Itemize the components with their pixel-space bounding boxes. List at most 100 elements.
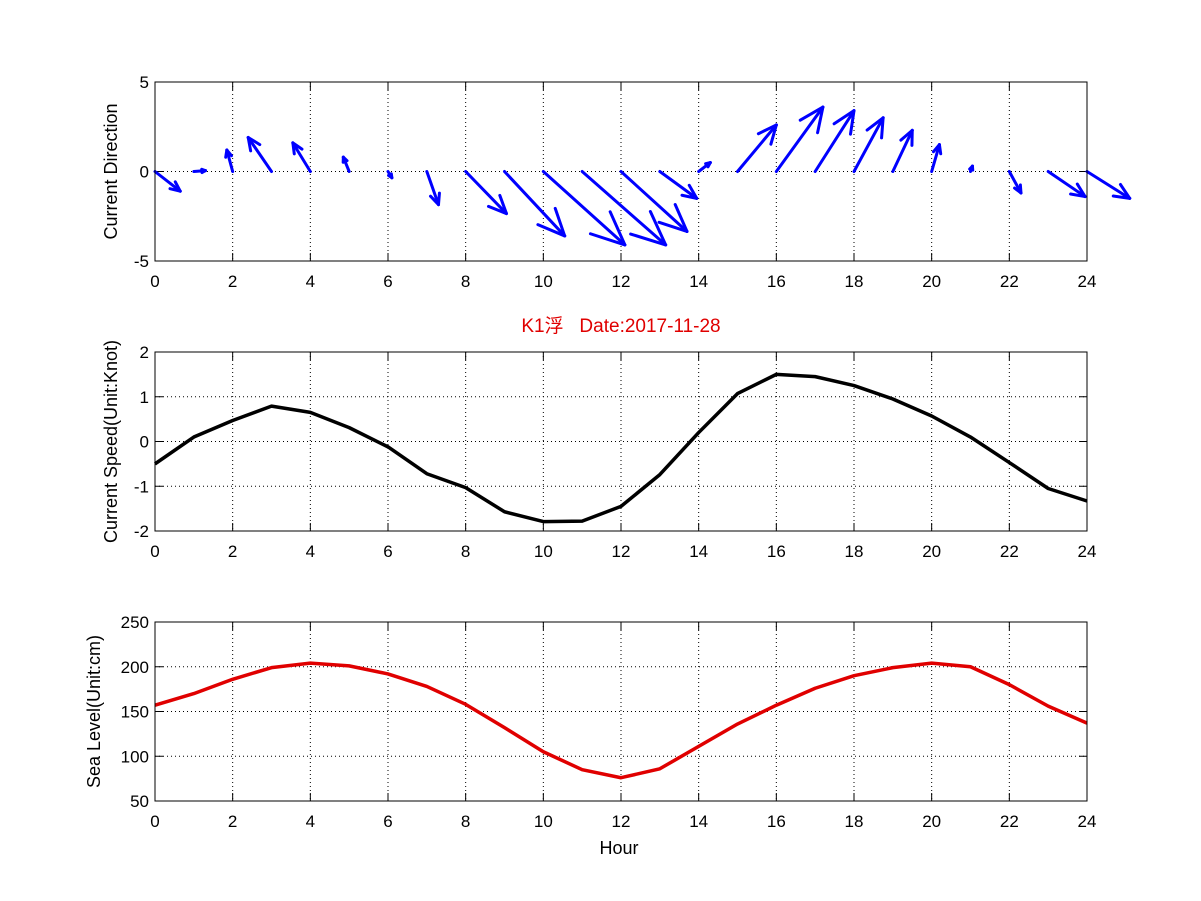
quiver-arrow-head (968, 164, 974, 171)
quiver-arrow (968, 164, 975, 173)
quiver-arrow-shaft (153, 170, 182, 193)
quiver-arrow-shaft (1007, 170, 1023, 195)
sea-x-tick-label: 8 (461, 812, 470, 831)
speed-x-tick-label: 4 (306, 542, 315, 561)
quiver-arrow (580, 170, 668, 247)
chart-title: K1浮 Date:2017-11-28 (521, 315, 720, 337)
quiver-arrow-head (608, 210, 627, 247)
quiver-arrow-shaft (930, 143, 941, 173)
quiver-arrow-shaft (246, 135, 273, 173)
quiver-arrow (736, 123, 778, 173)
quiver-arrow-head (536, 223, 567, 238)
quiver-arrow-head (673, 203, 689, 233)
quiver-arrow-head (648, 210, 668, 247)
speed-x-tick-label: 16 (767, 542, 786, 561)
sea-y-axis-label: Sea Level(Unit:cm) (84, 635, 104, 788)
quiver-arrow-head (865, 116, 885, 132)
quiver-arrow-head (498, 193, 508, 216)
sea-level-line (154, 661, 1088, 780)
sea-x-tick-label: 18 (845, 812, 864, 831)
dir-y-tick-label: 0 (140, 163, 149, 182)
quiver-arrow-head (486, 204, 508, 216)
current-speed-line (154, 372, 1088, 524)
quiver-arrow-head (756, 123, 778, 136)
quiver-arrow-head (880, 116, 885, 140)
dir-x-tick-label: 8 (461, 272, 470, 291)
speed-x-tick-label: 8 (461, 542, 470, 561)
sea-x-tick-label: 2 (228, 812, 237, 831)
dir-x-tick-label: 12 (612, 272, 631, 291)
speed-x-tick-label: 2 (228, 542, 237, 561)
speed-x-tick-label: 24 (1078, 542, 1097, 561)
quiver-arrow (153, 170, 182, 193)
dir-x-tick-label: 6 (383, 272, 392, 291)
quiver-arrow-head (629, 232, 668, 247)
dir-x-tick-label: 16 (767, 272, 786, 291)
dir-x-tick-label: 24 (1078, 272, 1097, 291)
quiver-arrow-shaft (291, 141, 312, 173)
speed-y-tick-label: 0 (140, 433, 149, 452)
quiver-arrow-head (1118, 183, 1132, 200)
speed-y-tick-label: -1 (134, 477, 149, 496)
quiver-arrow-head (687, 183, 699, 200)
quiver-arrow (192, 167, 207, 175)
quiver-arrow-shaft (774, 105, 825, 173)
dir-x-tick-label: 0 (150, 272, 159, 291)
quiver-arrow (697, 161, 712, 173)
quiver-arrow-shaft (736, 123, 778, 173)
quiver-arrow-head (704, 161, 712, 166)
quiver-arrow (1046, 170, 1087, 199)
quiver-arrow-shaft (813, 109, 856, 173)
sea-x-tick-label: 0 (150, 812, 159, 831)
quiver-arrow (246, 135, 273, 173)
quiver-arrow-head (246, 135, 262, 147)
quiver-arrow (386, 170, 394, 180)
quiver-arrow-head (1111, 194, 1132, 200)
dir-y-tick-label: -5 (134, 252, 149, 271)
quiver-arrow-shaft (658, 170, 699, 200)
sea-x-tick-label: 14 (689, 812, 708, 831)
quiver-arrow (852, 116, 885, 173)
speed-x-tick-label: 10 (534, 542, 553, 561)
quiver-arrow-head (436, 191, 441, 207)
quiver-arrow-shaft (425, 170, 440, 207)
dir-x-tick-label: 10 (534, 272, 553, 291)
quiver-arrow (619, 170, 689, 233)
quiver-arrow-head (832, 109, 856, 126)
sea-x-tick-label: 4 (306, 812, 315, 831)
sea-axes-frame (154, 621, 1088, 802)
quiver-arrow-head (899, 128, 914, 142)
quiver-arrow (224, 148, 235, 173)
speed-y-axis-label: Current Speed(Unit:Knot) (101, 340, 121, 543)
quiver-arrow-head (173, 180, 182, 193)
speed-axes-frame (154, 351, 1088, 532)
quiver-arrow-head (291, 141, 296, 156)
quiver-arrow (464, 170, 508, 216)
quiver-arrow (891, 128, 914, 173)
sea-x-tick-label: 16 (767, 812, 786, 831)
sea-x-tick-label: 20 (922, 812, 941, 831)
quiver-arrow-head (588, 232, 627, 247)
speed-x-tick-label: 0 (150, 542, 159, 561)
quiver-arrow-head (1075, 182, 1087, 199)
sea-x-tick-label: 6 (383, 812, 392, 831)
speed-x-tick-label: 22 (1000, 542, 1019, 561)
dir-x-tick-label: 20 (922, 272, 941, 291)
sea-y-tick-label: 50 (130, 792, 149, 811)
quiver-arrow-shaft (852, 116, 885, 173)
dir-x-tick-label: 18 (845, 272, 864, 291)
quiver-arrow-head (389, 172, 394, 180)
quiver-arrow-head (931, 143, 941, 154)
quiver-arrow-shaft (541, 170, 627, 247)
quiver-arrow (503, 170, 567, 238)
quiver-arrow (1007, 170, 1023, 195)
speed-x-tick-label: 14 (689, 542, 708, 561)
quiver-arrow-head (848, 109, 856, 136)
quiver-arrow (341, 155, 351, 173)
quiver-arrow-shaft (580, 170, 668, 247)
quiver-arrow (1085, 170, 1132, 200)
